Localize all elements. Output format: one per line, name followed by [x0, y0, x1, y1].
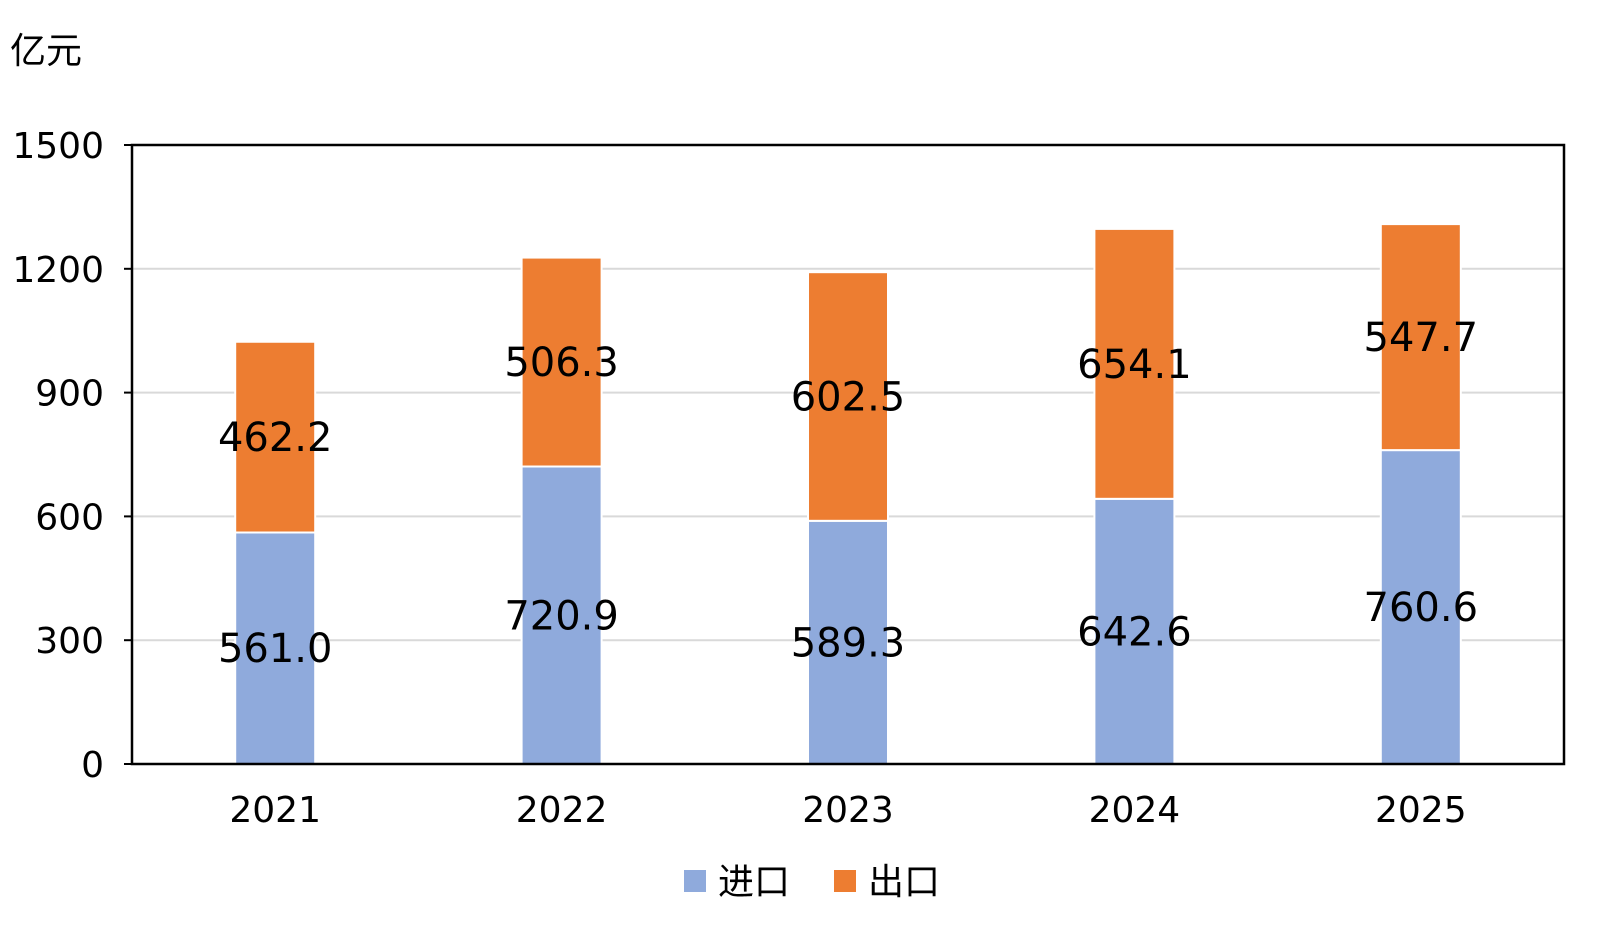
x-tick-label: 2022: [516, 790, 608, 831]
bar-出口-2021: [234, 340, 317, 534]
plot-frame: [124, 143, 1566, 766]
data-label: 654.1: [1077, 342, 1192, 388]
bar-出口-2025: [1379, 223, 1462, 452]
x-tick-label: 2021: [229, 790, 321, 831]
y-tick-label: 600: [35, 497, 104, 538]
data-label: 462.2: [218, 415, 333, 461]
bar-进口-2025: [1379, 449, 1462, 765]
bar-进口-2022: [520, 465, 603, 765]
y-tick-label: 1500: [12, 126, 104, 167]
bar-出口-2024: [1093, 227, 1176, 500]
data-label: 720.9: [504, 593, 619, 639]
y-tick-label: 1200: [12, 250, 104, 291]
bar-进口-2023: [807, 519, 889, 766]
y-axis-unit-label: 亿元: [10, 31, 82, 72]
data-label: 602.5: [791, 374, 906, 420]
bars: [234, 223, 1462, 766]
x-axis-ticks: 2021 2022 2023 2024 2025: [229, 790, 1466, 831]
y-axis-ticks: 0 300 600 900 1200 1500: [12, 126, 104, 786]
data-label: 760.6: [1364, 585, 1479, 631]
bar-出口-2023: [807, 271, 889, 522]
y-tick-label: 900: [35, 374, 104, 415]
plot-border: [130, 143, 1566, 766]
data-label: 547.7: [1364, 315, 1479, 361]
bar-进口-2024: [1093, 497, 1176, 765]
legend-label: 进口: [718, 862, 790, 903]
data-label: 642.6: [1077, 609, 1192, 655]
legend-label: 出口: [868, 862, 940, 903]
data-labels: 561.0 462.2 720.9 506.3 589.3 602.5 642.6 654.1…: [218, 315, 1478, 672]
x-tick-label: 2024: [1089, 790, 1181, 831]
data-label: 506.3: [504, 340, 619, 386]
bar-出口-2022: [520, 256, 603, 468]
bar-进口-2021: [234, 531, 317, 766]
legend-swatch: [684, 870, 706, 892]
y-tick-label: 300: [35, 621, 104, 662]
x-tick-label: 2023: [802, 790, 894, 831]
data-label: 561.0: [218, 626, 333, 672]
legend: 进口 出口: [684, 862, 940, 903]
y-tick-label: 0: [81, 745, 104, 786]
x-tick-label: 2025: [1375, 790, 1467, 831]
data-label: 589.3: [791, 620, 906, 666]
legend-swatch: [834, 870, 856, 892]
